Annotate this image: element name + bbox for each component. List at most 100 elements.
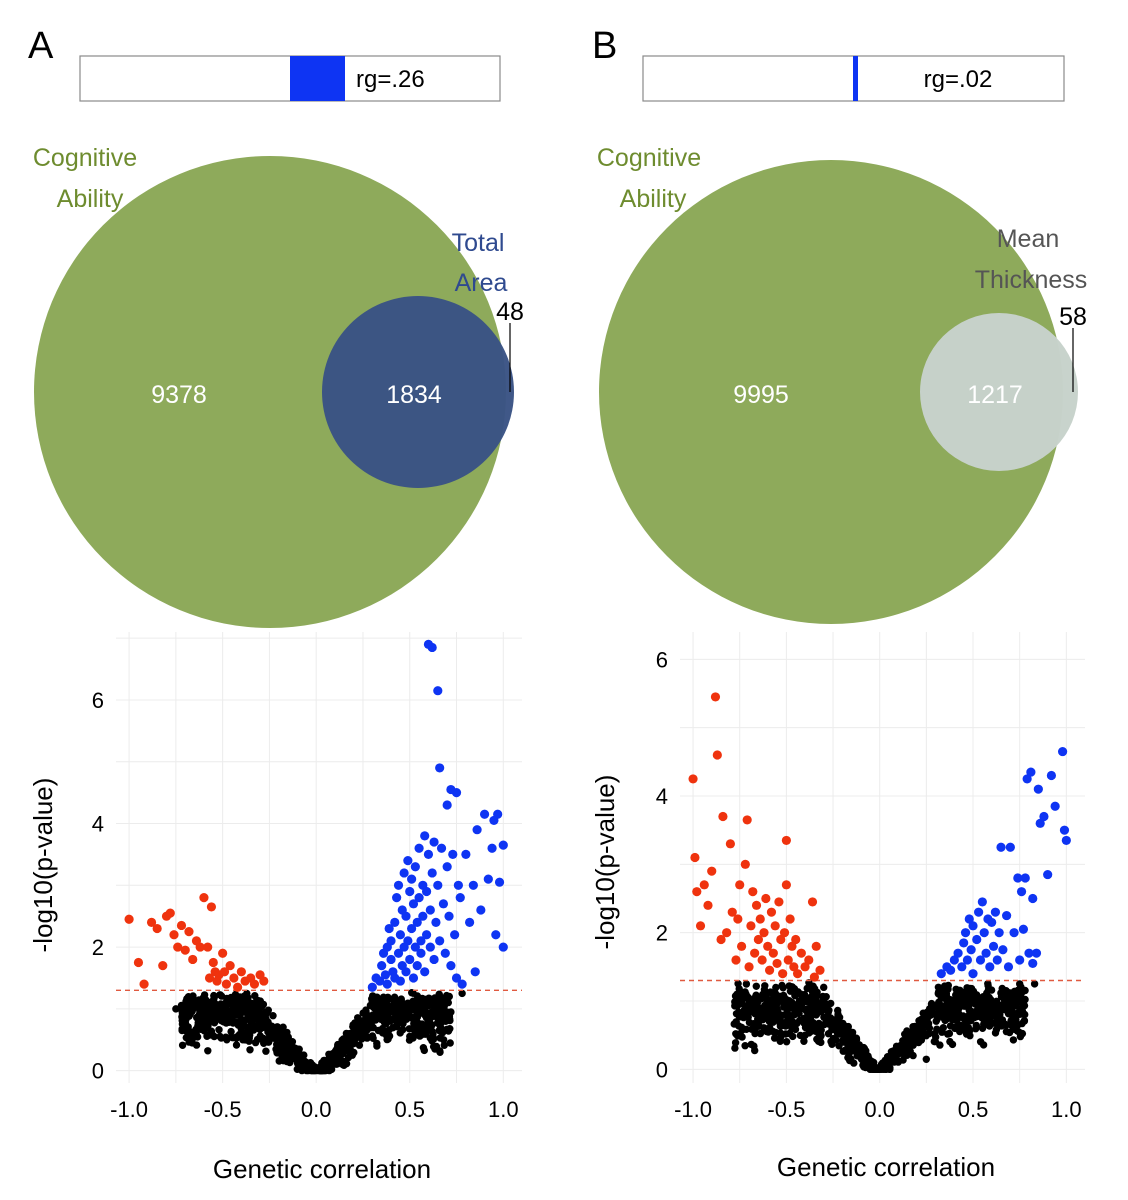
point-positive-significant [405,886,415,897]
point-negative-significant [759,928,769,938]
point-negative-significant [776,934,786,945]
point-nonsignificant [235,1000,244,1008]
rg-bar-a: rg=.26 [79,55,501,102]
venn-set1-count: 9378 [151,381,207,409]
point-nonsignificant [779,984,787,992]
point-nonsignificant [266,1028,275,1037]
point-nonsignificant [413,1013,422,1021]
y-tick-label: 2 [92,935,104,960]
point-negative-significant [158,961,168,971]
point-negative-significant [146,917,157,927]
point-negative-significant [229,973,239,983]
y-axis-label: -log10(p-value) [28,778,58,953]
point-negative-significant [169,930,179,940]
point-nonsignificant [1030,980,1039,988]
point-nonsignificant [992,1014,1001,1022]
point-nonsignificant [413,1005,421,1014]
x-tick-label: 1.0 [1051,1097,1082,1122]
point-nonsignificant [963,991,972,999]
point-negative-significant [176,920,187,931]
point-positive-significant [1022,774,1032,784]
point-nonsignificant [251,992,259,1000]
point-nonsignificant [808,988,817,996]
venn-set2-label: Mean [997,225,1060,253]
point-positive-significant [472,825,482,835]
x-tick-label: -0.5 [204,1097,242,1122]
point-positive-significant [399,868,409,878]
rg-bar-b: rg=.02 [642,55,1065,102]
point-nonsignificant [877,1063,886,1071]
panel-letter-b: B [592,25,617,67]
point-nonsignificant [428,995,436,1003]
point-positive-significant [414,893,424,903]
point-nonsignificant [973,997,981,1005]
point-negative-significant [766,907,777,917]
point-nonsignificant [251,1015,260,1023]
point-nonsignificant [362,1006,370,1014]
point-nonsignificant [207,1027,216,1035]
point-nonsignificant [247,1003,256,1011]
point-nonsignificant [306,1059,315,1067]
point-nonsignificant [1007,1021,1016,1029]
point-nonsignificant [927,999,936,1008]
point-positive-significant [1009,928,1019,938]
point-positive-significant [1020,873,1030,883]
venn-set2-label: Thickness [975,266,1088,294]
point-positive-significant [479,809,490,819]
rg-bar-fill [853,56,858,101]
point-nonsignificant [820,1013,828,1021]
point-nonsignificant [770,1034,779,1042]
point-positive-significant [410,862,420,872]
point-nonsignificant [981,1019,990,1027]
point-negative-significant [733,914,743,924]
point-nonsignificant [242,1007,251,1015]
point-nonsignificant [953,1003,961,1012]
point-negative-significant [772,958,782,969]
point-negative-significant [219,967,230,977]
point-positive-significant [395,930,405,940]
point-positive-significant [959,938,969,948]
point-nonsignificant [439,1036,448,1044]
point-nonsignificant [417,1031,426,1039]
point-positive-significant [408,973,419,983]
point-negative-significant [768,948,778,958]
point-positive-significant [979,928,989,938]
point-nonsignificant [172,1005,180,1013]
y-tick-label: 4 [92,812,104,837]
point-nonsignificant [262,1047,270,1055]
point-negative-significant [748,887,758,897]
point-nonsignificant [426,1014,435,1022]
volcano-plot-b: -1.0 -0.5 0.0 0.5 1.0 0 2 4 6 [656,632,1085,1122]
point-positive-significant [435,763,445,773]
point-nonsignificant [385,1006,394,1014]
point-positive-significant [1015,955,1025,965]
point-nonsignificant [730,1020,738,1028]
point-nonsignificant [819,992,827,1001]
venn-set2-count: 58 [1059,303,1087,331]
point-nonsignificant [951,1024,959,1033]
point-positive-significant [457,979,467,989]
point-negative-significant [809,972,819,982]
point-negative-significant [184,927,194,937]
point-positive-significant [375,976,385,986]
point-nonsignificant [800,1037,808,1046]
point-positive-significant [966,945,976,955]
point-nonsignificant [354,1031,363,1040]
point-positive-significant [427,642,437,653]
point-nonsignificant [782,1038,791,1046]
point-nonsignificant [227,1027,235,1036]
point-positive-significant [946,965,956,975]
point-nonsignificant [251,1038,260,1047]
point-positive-significant [996,842,1006,852]
point-nonsignificant [373,1039,381,1048]
point-nonsignificant [936,1010,945,1018]
point-positive-significant [1058,746,1068,757]
point-nonsignificant [921,1012,930,1020]
point-nonsignificant [744,1007,752,1016]
point-nonsignificant [342,1038,350,1046]
x-tick-label: 0.0 [301,1097,332,1122]
point-nonsignificant [446,1025,454,1033]
point-nonsignificant [807,1002,815,1011]
point-nonsignificant [769,1018,777,1026]
point-nonsignificant [734,1008,743,1016]
